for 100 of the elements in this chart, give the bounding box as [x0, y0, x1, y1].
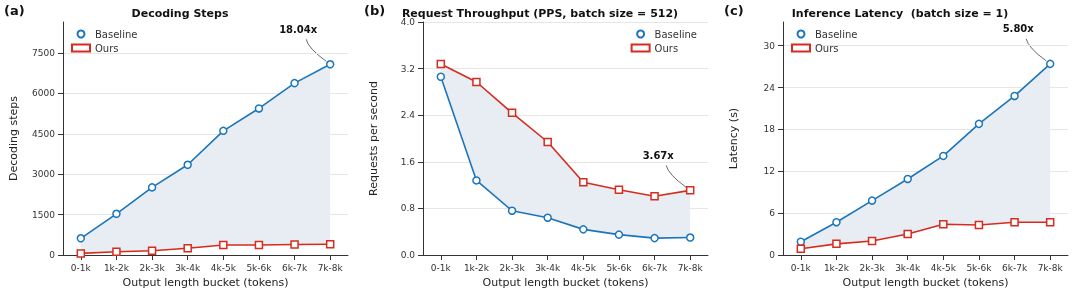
point	[1045, 59, 1055, 69]
x-axis-title: Output length bucket (tokens)	[122, 276, 289, 289]
point	[867, 196, 877, 205]
x-tick-label: 5k-6k	[606, 262, 633, 273]
point	[147, 246, 157, 255]
point	[939, 220, 948, 229]
point	[1045, 217, 1055, 227]
point	[685, 186, 695, 195]
x-axis-title: Output length bucket (tokens)	[842, 276, 1009, 289]
chart-title: Request Throughput (PPS, batch size = 512)	[401, 7, 679, 20]
point	[543, 213, 552, 222]
text: (a)	[4, 3, 25, 18]
point	[147, 183, 157, 192]
x-tick-label: 3k-4k	[895, 262, 922, 273]
point	[472, 176, 481, 185]
x-tick-label: 3k-4k	[535, 262, 562, 273]
x-tick-label: 2k-3k	[499, 262, 526, 273]
point	[614, 185, 624, 195]
point	[650, 191, 659, 201]
point	[436, 59, 446, 69]
x-tick-label: 5k-6k	[966, 262, 993, 273]
y-axis-title: Decoding steps	[7, 95, 20, 182]
x-tick-label: 6k-7k	[1002, 262, 1028, 273]
x-tick-label: 0-1k	[430, 262, 452, 273]
y-tick-label: 18	[763, 124, 776, 135]
x-tick-label: 1k-2k	[103, 262, 130, 273]
point	[76, 249, 86, 258]
point	[1010, 91, 1019, 101]
point	[939, 151, 948, 161]
point	[832, 239, 841, 249]
x-tick-label: 4k-5k	[570, 262, 597, 273]
point	[436, 72, 446, 81]
point	[579, 177, 588, 187]
y-axis-title: Latency (s)	[727, 107, 740, 170]
x-tick-label: 0-1k	[790, 262, 812, 273]
x-axis-title: Output length bucket (tokens)	[482, 276, 649, 289]
legend-label: Baseline	[95, 28, 138, 40]
point	[867, 236, 877, 246]
y-tick-label: 0	[49, 250, 56, 260]
legend-label: Ours	[95, 42, 119, 54]
legend-label: Baseline	[815, 28, 858, 40]
y-axis-title: Requests per second	[367, 81, 380, 196]
x-tick-label: 7k-8k	[317, 262, 344, 273]
annotation: 18.04x	[279, 23, 318, 35]
x-tick-label: 6k-7k	[282, 262, 308, 273]
text: (c)	[724, 3, 744, 18]
x-tick-label: 1k-2k	[463, 262, 490, 273]
x-tick-label: 0-1k	[70, 262, 92, 273]
point	[112, 209, 121, 219]
point	[254, 240, 264, 250]
y-tick-label: 4500	[32, 128, 56, 139]
point	[254, 104, 264, 113]
x-tick-label: 2k-3k	[859, 262, 886, 273]
y-tick-label: 3.2	[400, 63, 415, 74]
y-tick-label: 12	[763, 166, 775, 177]
point	[579, 225, 588, 234]
y-tick-label: 1500	[32, 209, 56, 220]
point	[219, 126, 228, 136]
point	[1010, 217, 1019, 227]
y-tick-label: 0.8	[400, 203, 416, 214]
y-tick-label: 2.4	[400, 110, 416, 121]
y-tick-label: 30	[763, 40, 776, 51]
point	[974, 119, 984, 129]
y-tick-label: 6	[769, 208, 776, 219]
x-tick-label: 4k-5k	[210, 262, 237, 273]
y-tick-label: 3000	[32, 169, 56, 180]
point	[685, 233, 695, 242]
x-tick-label: 5k-6k	[246, 262, 273, 273]
legend-label: Ours	[654, 42, 679, 54]
point	[325, 239, 335, 249]
point	[183, 160, 192, 170]
y-tick-label: 0	[769, 250, 776, 260]
point	[543, 137, 552, 147]
y-tick-label: 4.0	[400, 17, 416, 27]
point	[472, 77, 481, 87]
point	[796, 244, 806, 253]
point	[974, 220, 984, 230]
annotation: 5.80x	[1002, 23, 1035, 35]
legend-label: Ours	[815, 42, 839, 54]
point	[650, 233, 659, 243]
point	[290, 78, 299, 88]
legend-label: Baseline	[654, 28, 698, 40]
point	[614, 230, 624, 239]
chart-title: Decoding Steps	[131, 7, 229, 20]
point	[290, 240, 299, 249]
point	[507, 108, 517, 118]
x-tick-label: 6k-7k	[642, 262, 668, 273]
point	[112, 247, 121, 257]
point	[507, 206, 517, 215]
point	[183, 244, 192, 253]
x-tick-label: 7k-8k	[1037, 262, 1064, 273]
point	[903, 174, 912, 184]
point	[325, 60, 335, 69]
y-tick-label: 24	[763, 82, 776, 93]
annotation: 3.67x	[642, 149, 675, 161]
x-tick-label: 2k-3k	[139, 262, 166, 273]
point	[832, 217, 841, 227]
x-tick-label: 1k-2k	[823, 262, 850, 273]
x-tick-label: 7k-8k	[677, 262, 704, 273]
chart-title: Inference Latency (batch size = 1)	[791, 7, 1009, 20]
